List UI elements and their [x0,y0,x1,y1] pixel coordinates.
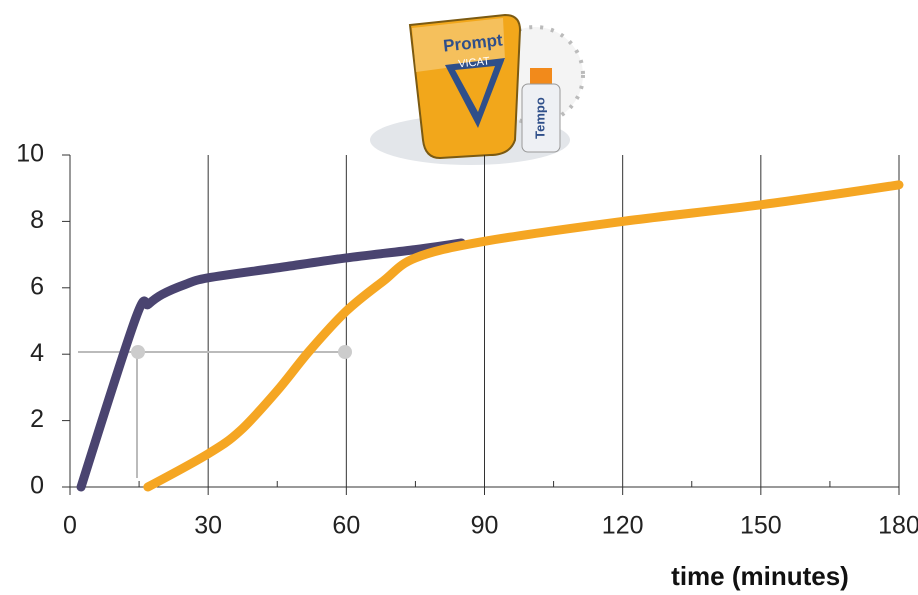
logo-highlight [412,18,505,72]
x-tick-label: 150 [740,512,782,540]
x-tick-label: 120 [602,512,644,540]
logo: Prompt VICAT Tempo [370,13,585,165]
logo-triangle-inner [455,66,495,112]
logo-product: Tempo [532,97,547,139]
x-tick-label: 30 [194,512,222,540]
y-tick-label: 8 [30,206,44,234]
y-tick-label: 0 [30,472,44,500]
x-axis-title: time (minutes) [671,561,849,591]
logo-maker: VICAT [458,55,491,70]
y-tick-label: 4 [30,339,44,367]
x-tick-label: 60 [332,512,360,540]
reference-dot [338,345,352,359]
series-line [76,238,466,492]
series-line [143,180,904,492]
x-tick-label: 90 [471,512,499,540]
y-tick-label: 10 [16,140,44,168]
logo-cap [530,68,552,86]
x-tick-label: 0 [63,512,77,540]
x-tick-label: 180 [878,512,918,540]
axes: 0 30 60 90 120 150 180 0 2 4 6 8 10 [16,140,918,540]
logo-bottle [521,83,561,153]
reference-dot [131,345,145,359]
y-tick-label: 2 [30,405,44,433]
y-tick-label: 6 [30,272,44,300]
